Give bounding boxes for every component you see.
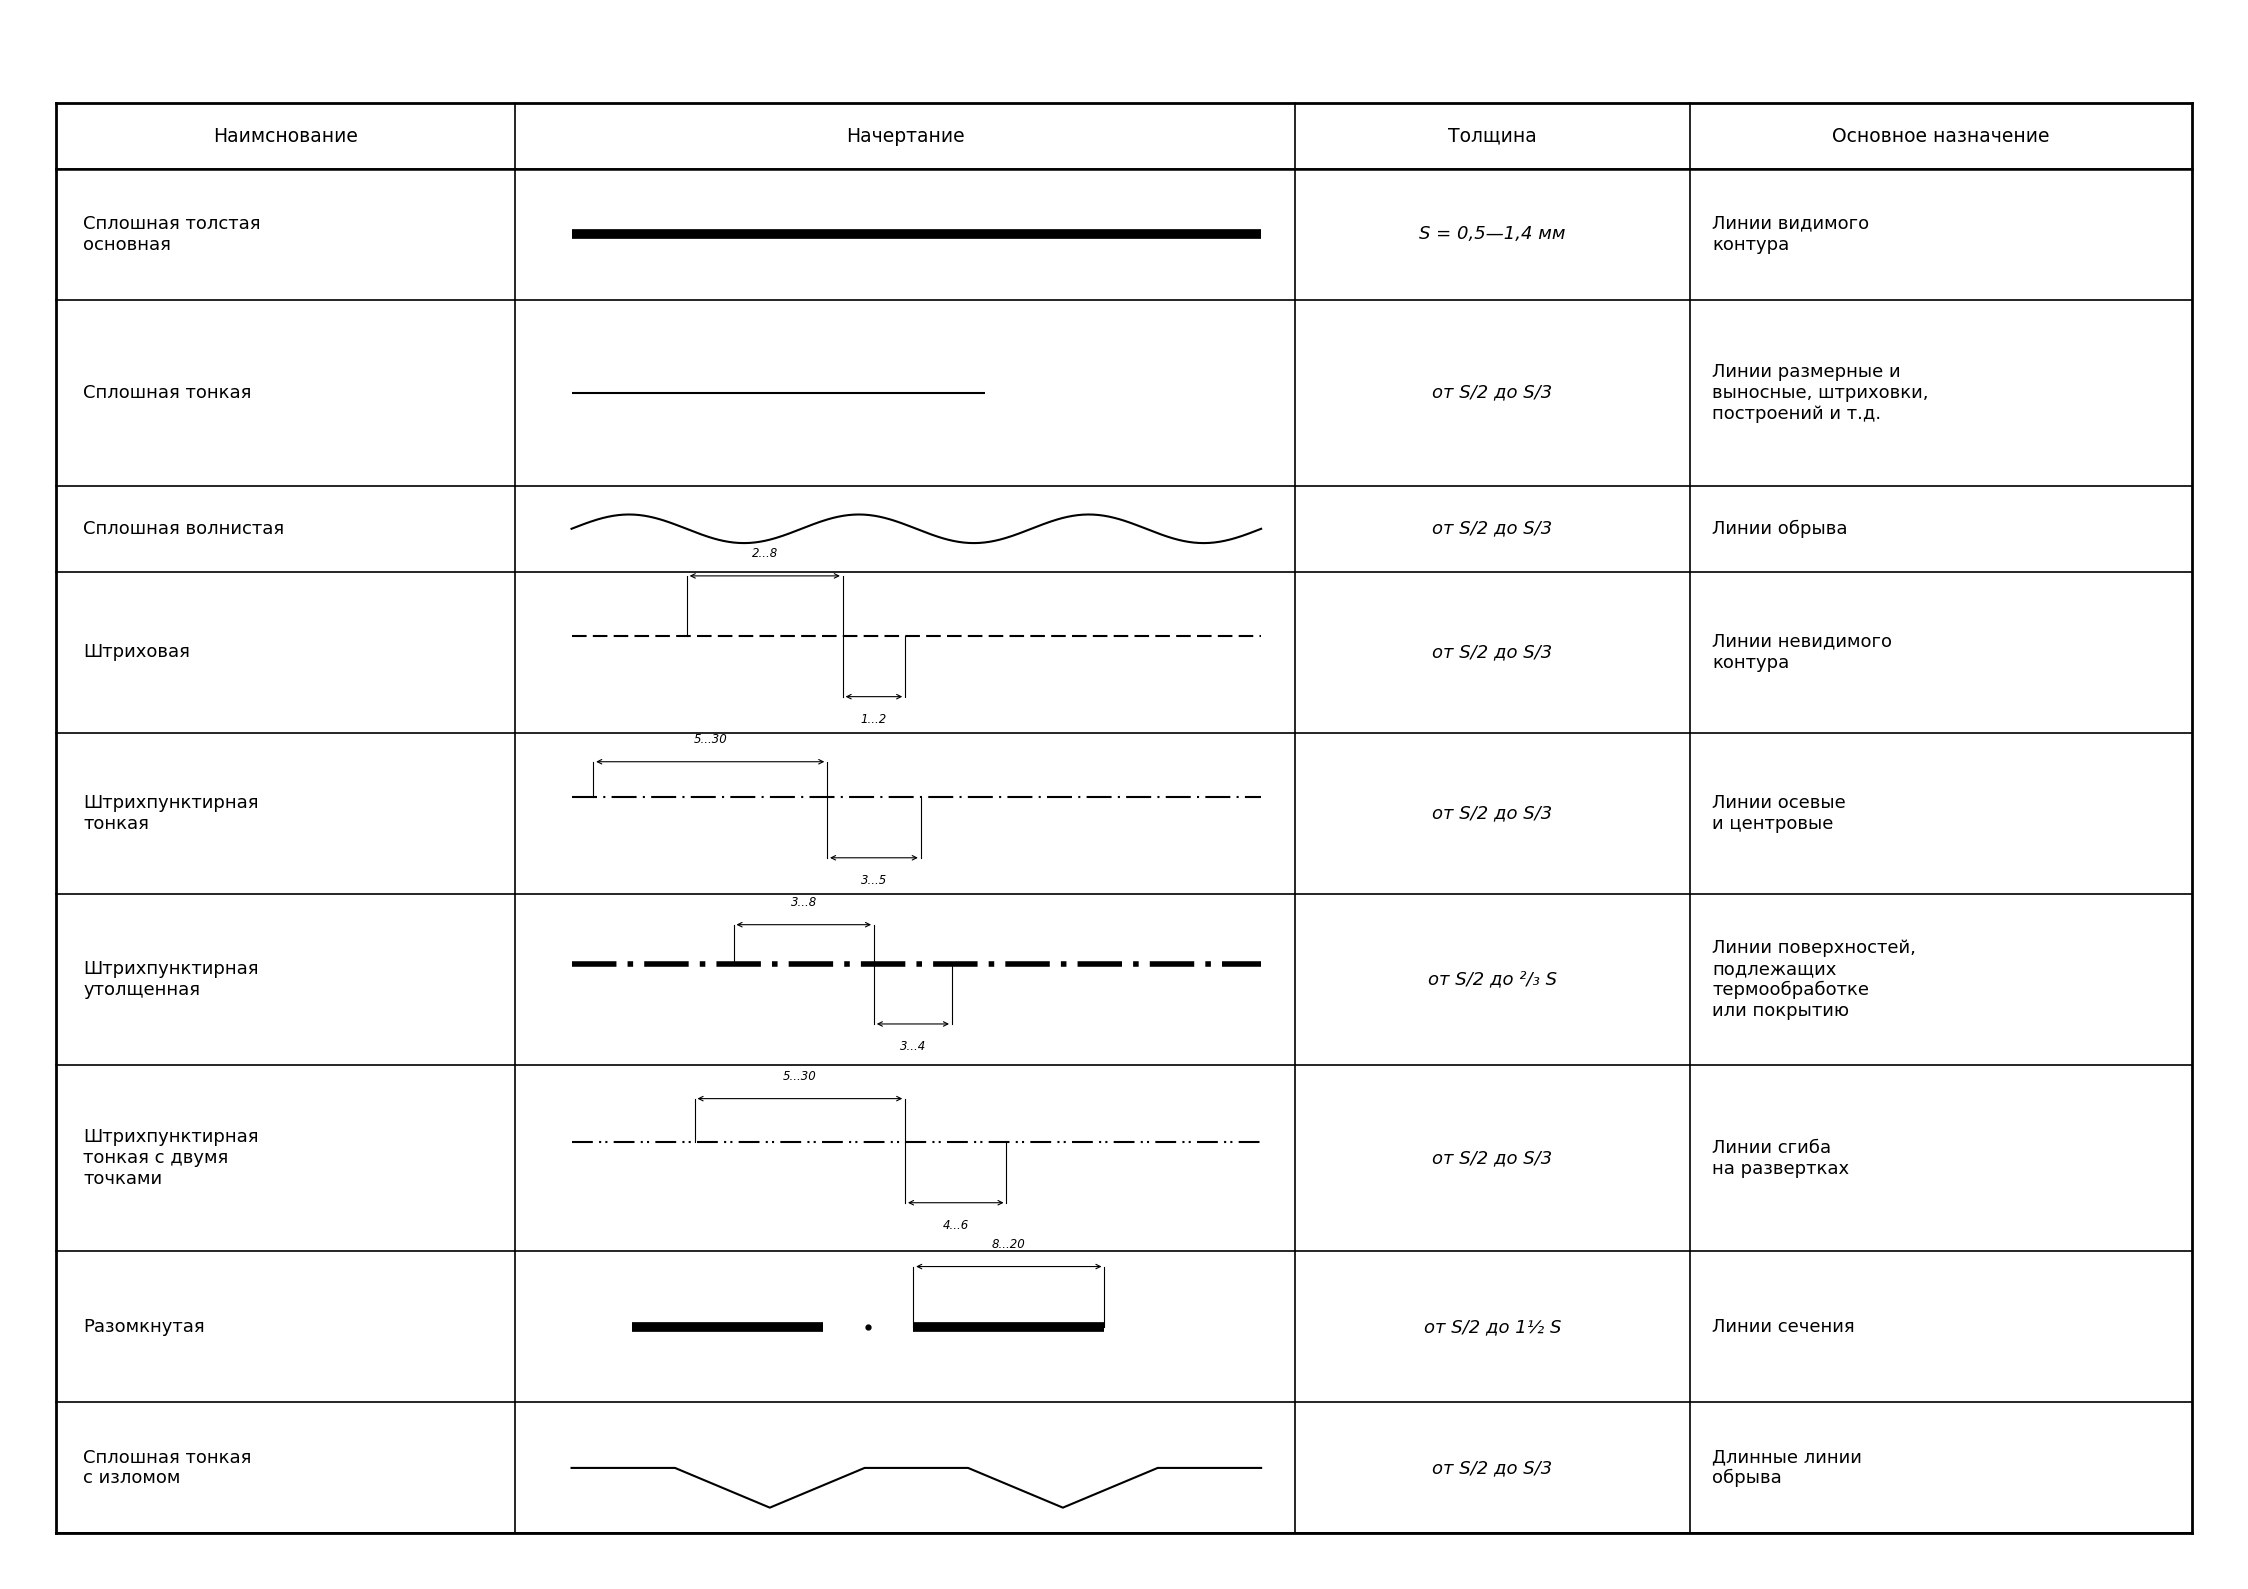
Text: Линии обрыва: Линии обрыва [1713, 520, 1848, 539]
Text: 2...8: 2...8 [751, 547, 778, 559]
Text: от S/2 до S/3: от S/2 до S/3 [1432, 1149, 1553, 1168]
Text: Линии размерные и
выносные, штриховки,
построений и т.д.: Линии размерные и выносные, штриховки, п… [1713, 362, 1929, 423]
Text: 3...4: 3...4 [899, 1039, 926, 1054]
Text: Сплошная толстая
основная: Сплошная толстая основная [83, 215, 261, 254]
Text: Штриховая: Штриховая [83, 644, 191, 661]
Text: от S/2 до 1½ S: от S/2 до 1½ S [1423, 1317, 1560, 1336]
Text: Штрихпунктирная
тонкая: Штрихпунктирная тонкая [83, 794, 259, 833]
Text: Линии осевые
и центровые: Линии осевые и центровые [1713, 794, 1846, 833]
Text: 4...6: 4...6 [942, 1219, 969, 1231]
Text: 1...2: 1...2 [861, 712, 888, 726]
Text: 3...5: 3...5 [861, 874, 888, 887]
Text: Линии видимого
контура: Линии видимого контура [1713, 215, 1870, 254]
Text: от S/2 до ²/₃ S: от S/2 до ²/₃ S [1427, 971, 1558, 988]
Text: 5...30: 5...30 [692, 733, 726, 745]
Text: Наимснование: Наимснование [214, 127, 357, 146]
Text: от S/2 до S/3: от S/2 до S/3 [1432, 644, 1553, 661]
Text: от S/2 до S/3: от S/2 до S/3 [1432, 520, 1553, 537]
Text: Линии поверхностей,
подлежащих
термообработке
или покрытию: Линии поверхностей, подлежащих термообра… [1713, 939, 1915, 1020]
Text: Штрихпунктирная
тонкая с двумя
точками: Штрихпунктирная тонкая с двумя точками [83, 1128, 259, 1189]
Text: Толщина: Толщина [1448, 127, 1538, 146]
Text: от S/2 до S/3: от S/2 до S/3 [1432, 1459, 1553, 1476]
Text: Длинные линии
обрыва: Длинные линии обрыва [1713, 1448, 1861, 1487]
Text: Основное назначение: Основное назначение [1832, 127, 2050, 146]
Text: Начертание: Начертание [845, 127, 964, 146]
Text: Сплошная тонкая
с изломом: Сплошная тонкая с изломом [83, 1449, 252, 1487]
Text: Линии сгиба
на развертках: Линии сгиба на развертках [1713, 1139, 1850, 1177]
Text: Линии сечения: Линии сечения [1713, 1317, 1855, 1336]
Text: Разомкнутая: Разомкнутая [83, 1317, 205, 1336]
Text: Штрихпунктирная
утолщенная: Штрихпунктирная утолщенная [83, 960, 259, 999]
Text: Линии невидимого
контура: Линии невидимого контура [1713, 632, 1893, 672]
Text: 3...8: 3...8 [791, 896, 816, 909]
Text: от S/2 до S/3: от S/2 до S/3 [1432, 385, 1553, 402]
Text: от S/2 до S/3: от S/2 до S/3 [1432, 804, 1553, 822]
Text: 8...20: 8...20 [991, 1238, 1025, 1251]
Text: Сплошная тонкая: Сплошная тонкая [83, 385, 252, 402]
Text: 5...30: 5...30 [782, 1069, 816, 1082]
Text: S = 0,5—1,4 мм: S = 0,5—1,4 мм [1418, 226, 1565, 243]
Text: Сплошная волнистая: Сплошная волнистая [83, 520, 283, 537]
